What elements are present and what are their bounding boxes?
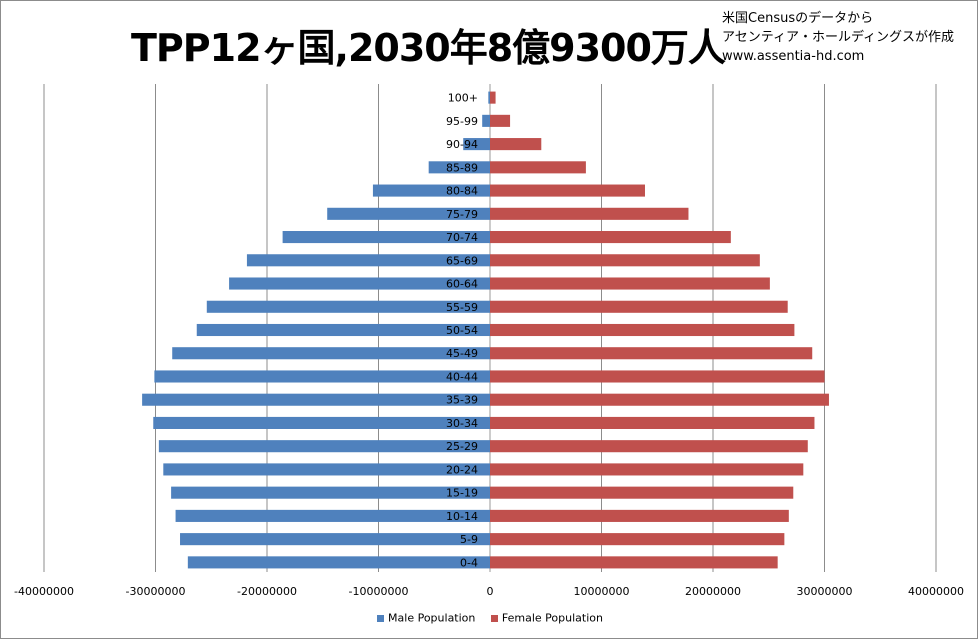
x-tick-label: -30000000 (126, 585, 186, 598)
male-bar (282, 231, 490, 244)
male-bar (158, 440, 490, 453)
male-bar (180, 533, 490, 546)
female-bar (490, 207, 689, 220)
female-bar (490, 393, 829, 406)
female-bar (490, 440, 808, 453)
female-bar (490, 91, 496, 104)
chart-title: TPP12ヶ国,2030年8億9300万人 (131, 26, 726, 70)
male-bar (172, 347, 490, 360)
male-bar (372, 184, 490, 197)
legend-swatch-male (377, 614, 385, 622)
age-group-label: 55-59 (446, 301, 478, 314)
male-bar (229, 277, 490, 290)
female-bar (490, 300, 788, 313)
female-bar (490, 114, 511, 127)
age-group-label: 10-14 (446, 510, 478, 523)
female-bar (490, 416, 815, 429)
age-group-label: 80-84 (446, 185, 478, 198)
male-bar (428, 161, 490, 174)
male-bar (327, 207, 490, 220)
male-bar (171, 486, 491, 499)
female-bar (490, 323, 795, 337)
age-group-label: 40-44 (446, 370, 478, 383)
attribution-line-source: 米国Censusのデータから (722, 11, 874, 26)
age-group-label: 85-89 (446, 161, 478, 174)
male-bar (175, 509, 490, 522)
x-tick-label: -20000000 (237, 585, 297, 598)
male-bar (163, 463, 490, 476)
legend-label-female: Female Population (501, 611, 603, 625)
female-bar (490, 277, 770, 290)
x-tick-label: 20000000 (685, 585, 741, 598)
male-bar (488, 91, 490, 104)
male-bar (153, 416, 490, 429)
age-group-label: 65-69 (446, 254, 478, 267)
attribution-line-website: www.assentia-hd.com (722, 49, 865, 64)
age-group-label: 60-64 (446, 278, 478, 291)
x-tick-label: 40000000 (908, 585, 964, 598)
bars (142, 91, 829, 569)
age-group-label: 90-94 (446, 138, 478, 151)
age-group-label: 70-74 (446, 231, 478, 244)
female-bar (490, 231, 731, 244)
age-group-label: 15-19 (446, 487, 478, 500)
x-tick-label: -40000000 (14, 585, 74, 598)
age-group-label: 45-49 (446, 347, 478, 360)
male-bar (187, 556, 490, 569)
female-bar (490, 184, 645, 197)
female-bar (490, 254, 760, 267)
attribution-line-author: アセンティア・ホールディングスが作成 (722, 30, 955, 45)
male-bar (154, 370, 490, 383)
female-bar (490, 509, 789, 522)
x-tick-label: -10000000 (349, 585, 409, 598)
age-group-label: 100+ (448, 92, 478, 105)
age-group-label: 95-99 (446, 115, 478, 128)
age-group-label: 35-39 (446, 394, 478, 407)
female-bar (490, 370, 825, 383)
legend-label-male: Male Population (388, 611, 476, 625)
male-bar (196, 323, 490, 337)
female-bar (490, 533, 785, 546)
female-bar (490, 463, 804, 476)
legend-item-male: Male Population (377, 611, 475, 625)
female-bar (490, 138, 542, 151)
age-group-label: 5-9 (460, 533, 478, 546)
female-bar (490, 161, 586, 174)
age-labels: 0-4 5-9 10-14 15-19 20-24 25-29 30-34 35-39 40-4… (446, 92, 478, 570)
legend: Male Population Female Population (1, 611, 978, 625)
attribution-note: 米国Censusのデータから アセンティア・ホールディングスが作成 www.as… (722, 9, 954, 66)
female-bar (490, 486, 794, 499)
male-bar (206, 300, 491, 313)
female-bar (490, 347, 813, 360)
male-bar (463, 138, 490, 151)
male-bar (142, 393, 490, 406)
age-group-label: 50-54 (446, 324, 478, 337)
male-bar (482, 114, 490, 127)
age-group-label: 25-29 (446, 440, 478, 453)
x-tick-label: 0 (487, 585, 494, 598)
male-bar (246, 254, 490, 267)
legend-swatch-female (490, 614, 498, 622)
x-tick-label: 30000000 (797, 585, 853, 598)
x-tick-label: 10000000 (574, 585, 630, 598)
x-axis-ticks: -40000000 -30000000 -20000000 -10000000 0 100… (14, 585, 964, 598)
age-group-label: 0-4 (460, 556, 478, 569)
female-bar (490, 556, 778, 569)
age-group-label: 30-34 (446, 417, 478, 430)
age-group-label: 20-24 (446, 463, 478, 476)
legend-item-female: Female Population (490, 611, 603, 625)
age-group-label: 75-79 (446, 208, 478, 221)
